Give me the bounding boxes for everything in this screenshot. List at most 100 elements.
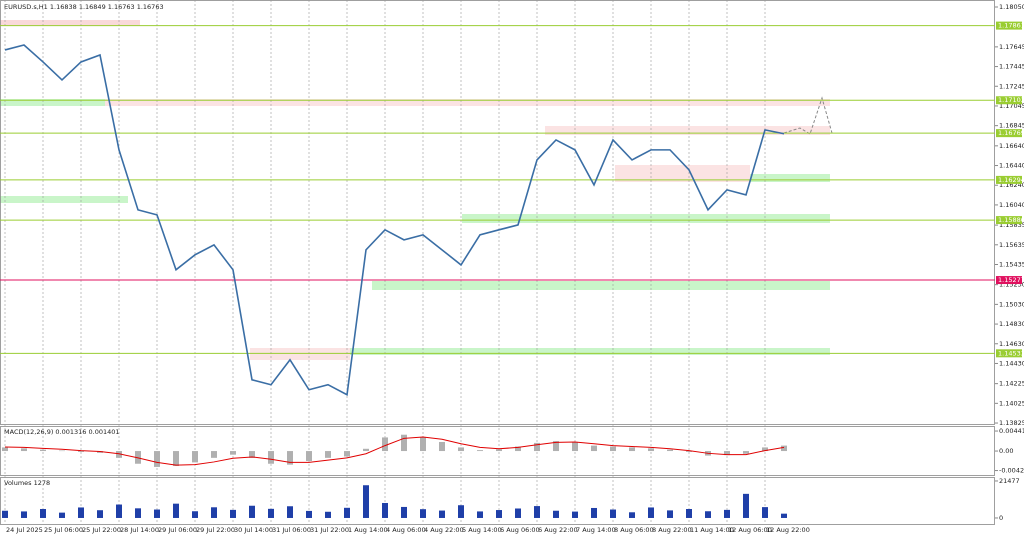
zone [250, 348, 350, 360]
level-label: 1.15277 [998, 276, 1024, 284]
bar [2, 510, 8, 518]
bar [363, 448, 369, 452]
bar [420, 509, 426, 518]
bar [667, 449, 673, 452]
x-tick-label: 25 Jul 06:00 [44, 526, 83, 534]
y-tick-label: -0.004298 [999, 467, 1024, 475]
level-label: 1.16769 [998, 129, 1024, 137]
bar [287, 451, 293, 465]
y-tick-label: 1.14025 [999, 399, 1024, 407]
level-label: 1.14533 [998, 349, 1024, 357]
bar [515, 508, 521, 518]
x-tick-label: 12 Aug 22:00 [766, 526, 810, 534]
bar [116, 504, 122, 518]
bar [249, 451, 255, 458]
level-label: 1.17103 [998, 96, 1024, 104]
bar [173, 503, 179, 518]
bar [515, 446, 521, 452]
x-tick-label: 1 Aug 14:00 [348, 526, 388, 534]
bar [648, 507, 654, 518]
bar [344, 451, 350, 457]
bar [553, 441, 559, 452]
y-tick-label: 1.16240 [999, 181, 1024, 189]
bar [325, 511, 331, 518]
bar [724, 451, 730, 456]
level-tag [996, 129, 1022, 138]
bar [40, 509, 46, 518]
zone [750, 174, 830, 182]
y-tick-label: 1.16640 [999, 142, 1024, 150]
bar [477, 511, 483, 518]
volume-panel [0, 477, 995, 525]
x-tick-label: 30 Jul 14:00 [234, 526, 273, 534]
y-tick-label: 1.15230 [999, 281, 1024, 289]
bar [439, 510, 445, 518]
x-tick-label: 31 Jul 06:00 [272, 526, 311, 534]
level-label: 1.16294 [998, 176, 1024, 184]
x-tick-label: 4 Aug 22:00 [424, 526, 464, 534]
bar [78, 451, 84, 452]
bar [230, 451, 236, 455]
level-tag [996, 175, 1022, 184]
bar [401, 506, 407, 518]
level-tag [996, 21, 1022, 30]
bar [610, 446, 616, 452]
zone [350, 348, 830, 355]
y-tick-label: 0 [999, 514, 1003, 522]
bar [21, 511, 27, 518]
y-tick-label: 1.15835 [999, 221, 1024, 229]
x-tick-label: 29 Jul 06:00 [158, 526, 197, 534]
bar [591, 445, 597, 452]
bar [762, 447, 768, 452]
bar [572, 511, 578, 518]
bar [2, 447, 8, 452]
y-tick-label: 1.15635 [999, 241, 1024, 249]
x-tick-label: 31 Jul 22:00 [310, 526, 349, 534]
level-tag [996, 349, 1022, 358]
zone [615, 165, 750, 182]
bar [173, 451, 179, 467]
bar [382, 502, 388, 518]
bar [344, 507, 350, 518]
y-tick-label: 1.17245 [999, 82, 1024, 90]
x-tick-label: 25 Jul 22:00 [82, 526, 121, 534]
x-tick-label: 6 Aug 06:00 [500, 526, 540, 534]
bar [306, 451, 312, 462]
bar [477, 450, 483, 452]
bar [572, 441, 578, 452]
bar [287, 506, 293, 518]
bar [78, 507, 84, 518]
bar [743, 451, 749, 454]
bar [154, 451, 160, 467]
bar [192, 451, 198, 463]
x-tick-label: 6 Aug 22:00 [538, 526, 578, 534]
level-label: 1.17861 [998, 22, 1024, 30]
bar [21, 448, 27, 452]
signal-line [4, 436, 785, 466]
zone [0, 99, 105, 106]
bar [306, 510, 312, 518]
bar [97, 510, 103, 518]
bar [781, 445, 787, 452]
bar [667, 510, 673, 518]
macd-title: MACD(12,26,9) 0.001316 0.001401 [4, 428, 120, 436]
bar [610, 509, 616, 518]
bar [762, 507, 768, 518]
bar [363, 485, 369, 518]
bar [458, 505, 464, 518]
bar [534, 506, 540, 518]
bar [59, 512, 65, 518]
volume-title: Volumes 1278 [4, 479, 50, 487]
x-tick-label: 28 Jul 14:00 [120, 526, 159, 534]
y-tick-label: 1.16440 [999, 162, 1024, 170]
y-tick-label: 1.14430 [999, 359, 1024, 367]
bar [686, 451, 692, 452]
bar [781, 513, 787, 518]
y-tick-label: 1.14830 [999, 320, 1024, 328]
y-tick-label: 1.15435 [999, 260, 1024, 268]
macd-panel [0, 426, 995, 476]
y-tick-label: 0.00 [999, 447, 1013, 455]
bar [743, 493, 749, 518]
bar [325, 451, 331, 458]
